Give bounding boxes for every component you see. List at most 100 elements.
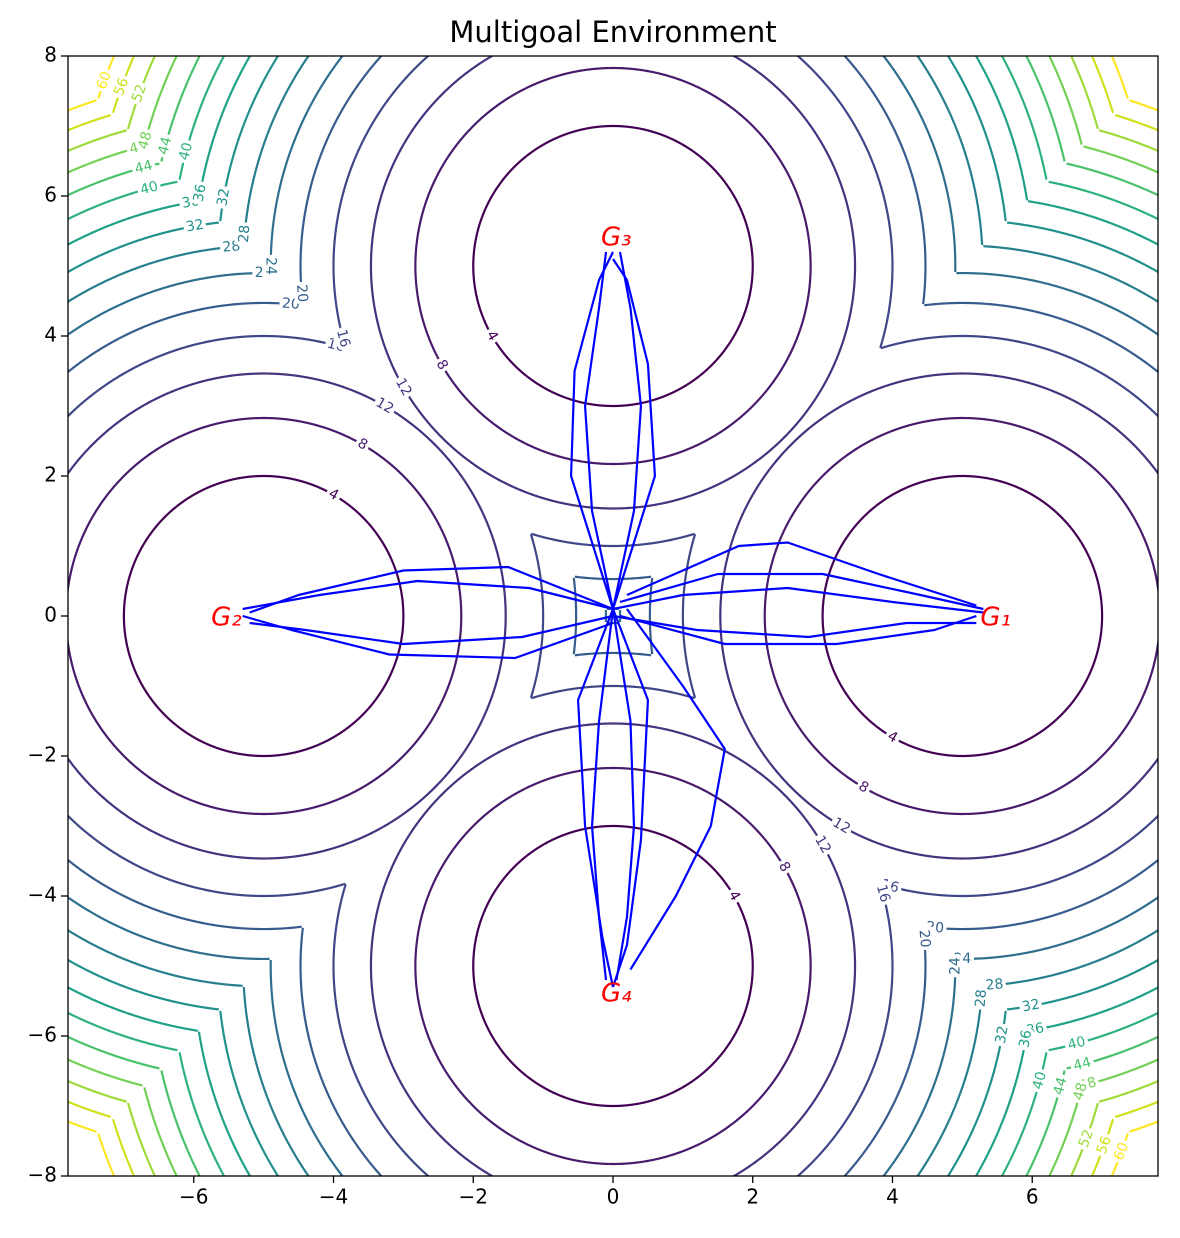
contour-label: 40 (1066, 1034, 1087, 1054)
contour-line (1129, 99, 1158, 1133)
y-tick-label: −4 (28, 883, 57, 907)
contour-line (68, 271, 608, 961)
contour-line (68, 301, 578, 931)
contour-label: 40 (176, 141, 196, 162)
y-tick-label: 2 (44, 463, 57, 487)
contour-line (369, 722, 857, 1176)
contour-line (68, 145, 143, 1087)
contour-line (618, 271, 1158, 961)
contour-line (1083, 145, 1158, 1087)
contour-label: 56 (111, 76, 132, 98)
contour-line (681, 334, 1158, 898)
contour-line (68, 200, 199, 1032)
contour-label: 60 (1111, 1140, 1132, 1162)
contour-line (983, 245, 1158, 987)
contour-label: 52 (1076, 1128, 1097, 1150)
goal-label: G₂ (211, 603, 242, 633)
trajectory (242, 614, 614, 660)
trajectory (569, 251, 615, 610)
contour-line (143, 56, 1083, 145)
contour-label: 12 (811, 833, 834, 856)
y-tick-label: 0 (44, 603, 57, 627)
contour-line (68, 416, 463, 816)
contour-line (219, 1010, 1007, 1176)
contour-line (178, 56, 1048, 180)
contour-line (197, 56, 1029, 201)
goal-label: G₃ (601, 223, 632, 253)
contour-line (68, 129, 128, 1103)
contour-label: 36 (191, 183, 210, 203)
x-tick-label: 0 (607, 1185, 620, 1209)
contour-label: 40 (1030, 1070, 1050, 1091)
x-tick-label: 4 (886, 1185, 899, 1209)
contour-label: 4 (885, 728, 901, 746)
y-tick-label: −8 (28, 1163, 57, 1187)
contour-line (242, 56, 984, 246)
y-tick-label: 4 (44, 323, 57, 347)
contour-line (178, 1052, 1048, 1176)
plot-area: 4444888812121212161616162020202024242424… (68, 56, 1158, 1176)
contour-line (68, 162, 160, 1070)
contour-line (472, 124, 754, 408)
trajectory (590, 608, 615, 981)
contour-line (414, 766, 812, 1166)
contour-line (648, 301, 1158, 931)
contour-line (719, 372, 1158, 860)
contour-line (242, 986, 984, 1176)
y-tick-label: −2 (28, 743, 57, 767)
contour-label: 32 (185, 217, 205, 236)
chart-title: Multigoal Environment (449, 15, 776, 49)
contour-line (127, 1102, 1099, 1176)
contour-line (1098, 129, 1158, 1103)
contour-label: 44 (133, 157, 154, 177)
contour-line (1006, 221, 1158, 1011)
x-tick-label: 2 (746, 1185, 759, 1209)
contour-line (1114, 114, 1158, 1118)
contour-label: 8 (856, 778, 872, 796)
contour-line (269, 56, 957, 611)
contour-label: 28 (973, 989, 990, 1008)
contour-label: 12 (830, 815, 853, 838)
trajectory (626, 608, 726, 971)
contour-line (68, 180, 178, 1052)
trajectory (612, 586, 984, 614)
contour-line (68, 334, 545, 898)
contour-line (763, 416, 1158, 816)
x-tick-label: −2 (459, 1185, 488, 1209)
trajectory (249, 614, 614, 646)
contour-line (219, 56, 1007, 222)
trajectory (626, 541, 977, 607)
goal-label: G₁ (980, 603, 1011, 633)
contour-label: 24 (263, 257, 279, 275)
contour-line (414, 66, 812, 466)
contour-label: 4 (326, 486, 342, 504)
contour-label: 12 (392, 376, 415, 399)
contour-label: 12 (373, 395, 396, 418)
x-tick-label: 6 (1026, 1185, 1039, 1209)
contour-line (1027, 200, 1158, 1032)
contour-label: 20 (916, 929, 933, 948)
trajectory (583, 251, 615, 610)
contour-label: 4 (725, 888, 743, 904)
y-tick-label: 8 (44, 43, 57, 67)
trajectory (249, 565, 614, 614)
contour-label: 8 (355, 435, 371, 453)
contour-line (472, 824, 754, 1108)
contour-label: 52 (129, 82, 150, 104)
trajectory (242, 579, 614, 611)
trajectory (619, 572, 984, 611)
contour-label: 8 (775, 859, 793, 875)
contour-label: 24 (947, 957, 963, 975)
contour-label: 20 (293, 284, 310, 303)
contour-line (68, 245, 243, 987)
contour-line (68, 221, 220, 1011)
contour-line (332, 684, 894, 1176)
trajectory (611, 258, 657, 610)
contour-label: 40 (139, 178, 160, 198)
contour-label: 4 (483, 328, 501, 344)
contour-label: 48 (135, 130, 155, 151)
contour-label: 36 (1016, 1029, 1035, 1049)
goal-label: G₄ (601, 979, 632, 1009)
